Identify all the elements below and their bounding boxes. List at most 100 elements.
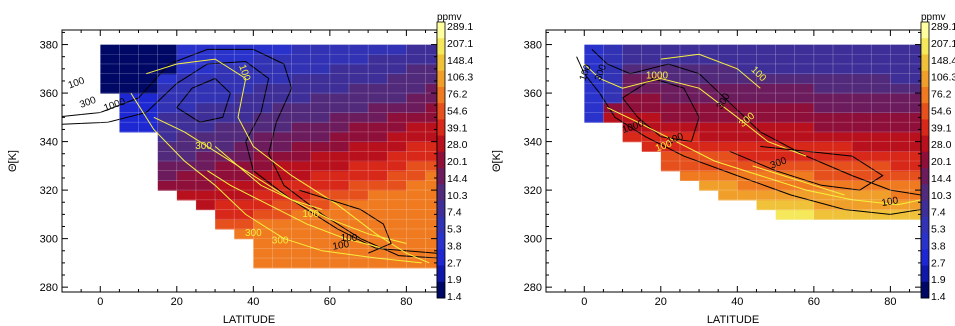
colorbar-tick-label: 14.4 xyxy=(447,173,468,185)
heatmap-cell xyxy=(890,199,911,211)
heatmap-cell xyxy=(368,73,388,84)
heatmap-cell xyxy=(291,44,312,55)
heatmap-cell xyxy=(813,44,834,55)
heatmap-cell xyxy=(368,161,388,172)
heatmap-cell xyxy=(756,44,777,55)
heatmap-cell xyxy=(157,151,178,162)
heatmap-cell xyxy=(909,54,921,65)
heatmap-cell xyxy=(890,83,911,94)
colorbar-segment xyxy=(437,151,445,169)
heatmap-cell xyxy=(909,63,921,75)
heatmap-cell xyxy=(890,190,911,201)
heatmap-cell xyxy=(272,161,293,172)
heatmap-cell xyxy=(368,151,388,162)
heatmap-cell xyxy=(890,141,911,152)
heatmap-cell xyxy=(234,112,254,123)
heatmap-cell xyxy=(584,63,604,75)
heatmap-cell xyxy=(291,151,312,162)
heatmap-cell xyxy=(775,122,796,133)
heatmap-cell xyxy=(310,248,331,259)
heatmap-cell xyxy=(157,122,178,133)
heatmap-cell xyxy=(272,180,293,191)
heatmap-cell xyxy=(871,93,891,104)
heatmap-cell xyxy=(425,131,437,143)
colorbar-tick-label: 289.1 xyxy=(447,21,473,33)
heatmap-cell xyxy=(368,44,388,55)
colorbar-segment xyxy=(921,135,929,153)
heatmap-cell xyxy=(425,228,437,240)
heatmap-cell xyxy=(852,83,872,94)
heatmap-cell xyxy=(890,73,911,84)
heatmap-cell xyxy=(387,199,407,211)
heatmap-cell xyxy=(310,180,331,191)
heatmap-cell xyxy=(253,141,274,152)
heatmap-cell xyxy=(406,238,427,249)
heatmap-cell xyxy=(756,180,777,191)
contour-label: 300 xyxy=(272,235,289,246)
heatmap-cell xyxy=(852,54,872,65)
heatmap-cell xyxy=(584,44,604,55)
heatmap-cell xyxy=(215,73,235,84)
heatmap-cell xyxy=(775,141,796,152)
contour-label: 100 xyxy=(881,195,900,209)
heatmap-cell xyxy=(406,83,427,94)
heatmap-cell xyxy=(852,199,872,211)
heatmap-cell xyxy=(195,122,216,133)
heatmap-cell xyxy=(679,161,700,172)
heatmap-cell xyxy=(348,93,369,104)
heatmap-cell xyxy=(718,73,738,84)
heatmap-cell xyxy=(291,228,312,240)
heatmap-cell xyxy=(176,44,197,55)
heatmap-cell xyxy=(272,248,293,259)
heatmap-cell xyxy=(215,102,235,114)
heatmap-cell xyxy=(387,190,407,201)
heatmap-cell xyxy=(718,180,738,191)
heatmap-cell xyxy=(852,73,872,84)
heatmap-cell xyxy=(699,180,719,191)
y-tick-label: 340 xyxy=(524,137,542,149)
heatmap-cell xyxy=(718,112,738,123)
heatmap-cell xyxy=(406,209,427,220)
heatmap-cell xyxy=(871,141,891,152)
heatmap-cell xyxy=(368,209,388,220)
heatmap-cell xyxy=(718,131,738,143)
heatmap-cell xyxy=(310,151,331,162)
heatmap-cell xyxy=(195,190,216,201)
left-colorbar-unit: ppmv xyxy=(437,12,461,23)
x-tick-label: 40 xyxy=(247,296,259,308)
heatmap-cell xyxy=(871,112,891,123)
heatmap-cell xyxy=(387,122,407,133)
heatmap-cell xyxy=(195,54,216,65)
heatmap-cell xyxy=(215,161,235,172)
heatmap-cell xyxy=(699,170,719,182)
colorbar-tick-label: 14.4 xyxy=(931,173,952,185)
heatmap-cell xyxy=(253,209,274,220)
colorbar-tick-label: 289.1 xyxy=(931,21,955,33)
heatmap-cell xyxy=(425,219,437,230)
heatmap-cell xyxy=(329,102,350,114)
heatmap-cell xyxy=(660,151,681,162)
heatmap-cell xyxy=(718,54,738,65)
heatmap-cell xyxy=(368,141,388,152)
heatmap-cell xyxy=(348,44,369,55)
heatmap-cell xyxy=(699,54,719,65)
heatmap-cell xyxy=(272,170,293,182)
heatmap-cell xyxy=(234,131,254,143)
heatmap-cell xyxy=(425,238,437,249)
heatmap-cell xyxy=(622,44,643,55)
heatmap-cell xyxy=(679,151,700,162)
heatmap-cell xyxy=(176,151,197,162)
y-tick-label: 300 xyxy=(524,234,542,246)
heatmap-cell xyxy=(310,258,331,269)
x-tick-label: 0 xyxy=(97,296,103,308)
heatmap-cell xyxy=(603,73,624,84)
heatmap-cell xyxy=(603,112,624,123)
heatmap-cell xyxy=(329,161,350,172)
heatmap-cell xyxy=(832,131,853,143)
heatmap-cell xyxy=(291,102,312,114)
heatmap-cell xyxy=(368,102,388,114)
heatmap-cell xyxy=(909,93,921,104)
heatmap-cell xyxy=(387,151,407,162)
heatmap-cell xyxy=(660,73,681,84)
heatmap-cell xyxy=(329,93,350,104)
